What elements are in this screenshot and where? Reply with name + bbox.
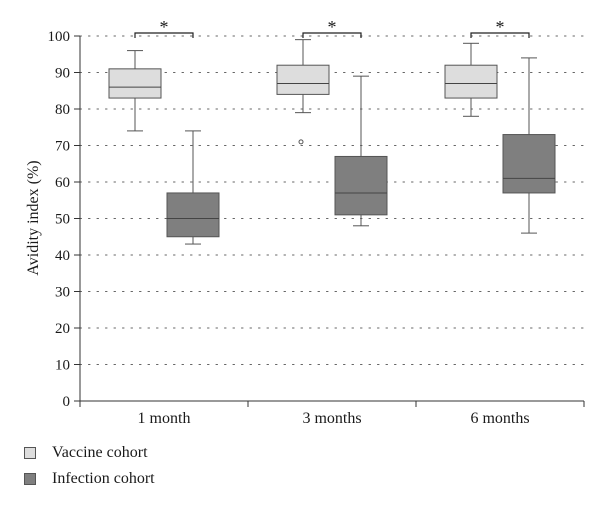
box-1-1 — [334, 75, 388, 227]
box-body — [502, 134, 556, 194]
legend-label-vaccine: Vaccine cohort — [52, 444, 148, 461]
box-body — [108, 68, 162, 99]
legend: Vaccine cohort Infection cohort — [24, 440, 155, 492]
y-tick-label-30: 30 — [55, 285, 70, 301]
box-0-2 — [444, 42, 498, 117]
y-tick-label-40: 40 — [55, 248, 70, 264]
y-tick-label-50: 50 — [55, 212, 70, 228]
box-1-2 — [502, 57, 556, 234]
significance-star: * — [328, 17, 337, 37]
y-tick-label-60: 60 — [55, 175, 70, 191]
box-0-0 — [108, 50, 162, 132]
significance-annotations: * * * — [134, 17, 530, 38]
y-tick-label-90: 90 — [55, 66, 70, 82]
y-tick-label-0: 0 — [63, 394, 71, 410]
bracket-line — [134, 32, 194, 38]
box-body — [444, 64, 498, 99]
y-tick-label-20: 20 — [55, 321, 70, 337]
box-body — [166, 192, 220, 238]
significance-bracket-1: * — [302, 17, 362, 38]
y-tick-label-70: 70 — [55, 139, 70, 155]
y-axis-title: Avidity index (%) — [25, 160, 42, 275]
significance-bracket-0: * — [134, 17, 194, 38]
y-tick-label-80: 80 — [55, 102, 70, 118]
bracket-line — [302, 32, 362, 38]
box-body — [334, 155, 388, 216]
legend-swatch-vaccine — [24, 447, 36, 459]
axes: 0 10 20 30 40 50 60 70 80 90 100 1 month 3 months 6 m… — [48, 29, 585, 427]
significance-star: * — [160, 17, 169, 37]
box-body — [276, 64, 330, 95]
box-0-1 — [276, 39, 330, 145]
x-tick-label-0: 1 month — [138, 410, 191, 427]
x-tick-label-1: 3 months — [302, 410, 361, 427]
box-1-0 — [166, 130, 220, 245]
legend-item-infection: Infection cohort — [24, 466, 155, 492]
boxes — [108, 39, 556, 245]
significance-star: * — [496, 17, 505, 37]
legend-swatch-infection — [24, 473, 36, 485]
outlier-point-0 — [298, 139, 304, 145]
bracket-line — [470, 32, 530, 38]
legend-label-infection: Infection cohort — [52, 470, 155, 487]
y-tick-label-10: 10 — [55, 358, 70, 374]
significance-bracket-2: * — [470, 17, 530, 38]
x-tick-label-2: 6 months — [470, 410, 529, 427]
legend-item-vaccine: Vaccine cohort — [24, 440, 155, 466]
y-tick-label-100: 100 — [48, 29, 71, 45]
